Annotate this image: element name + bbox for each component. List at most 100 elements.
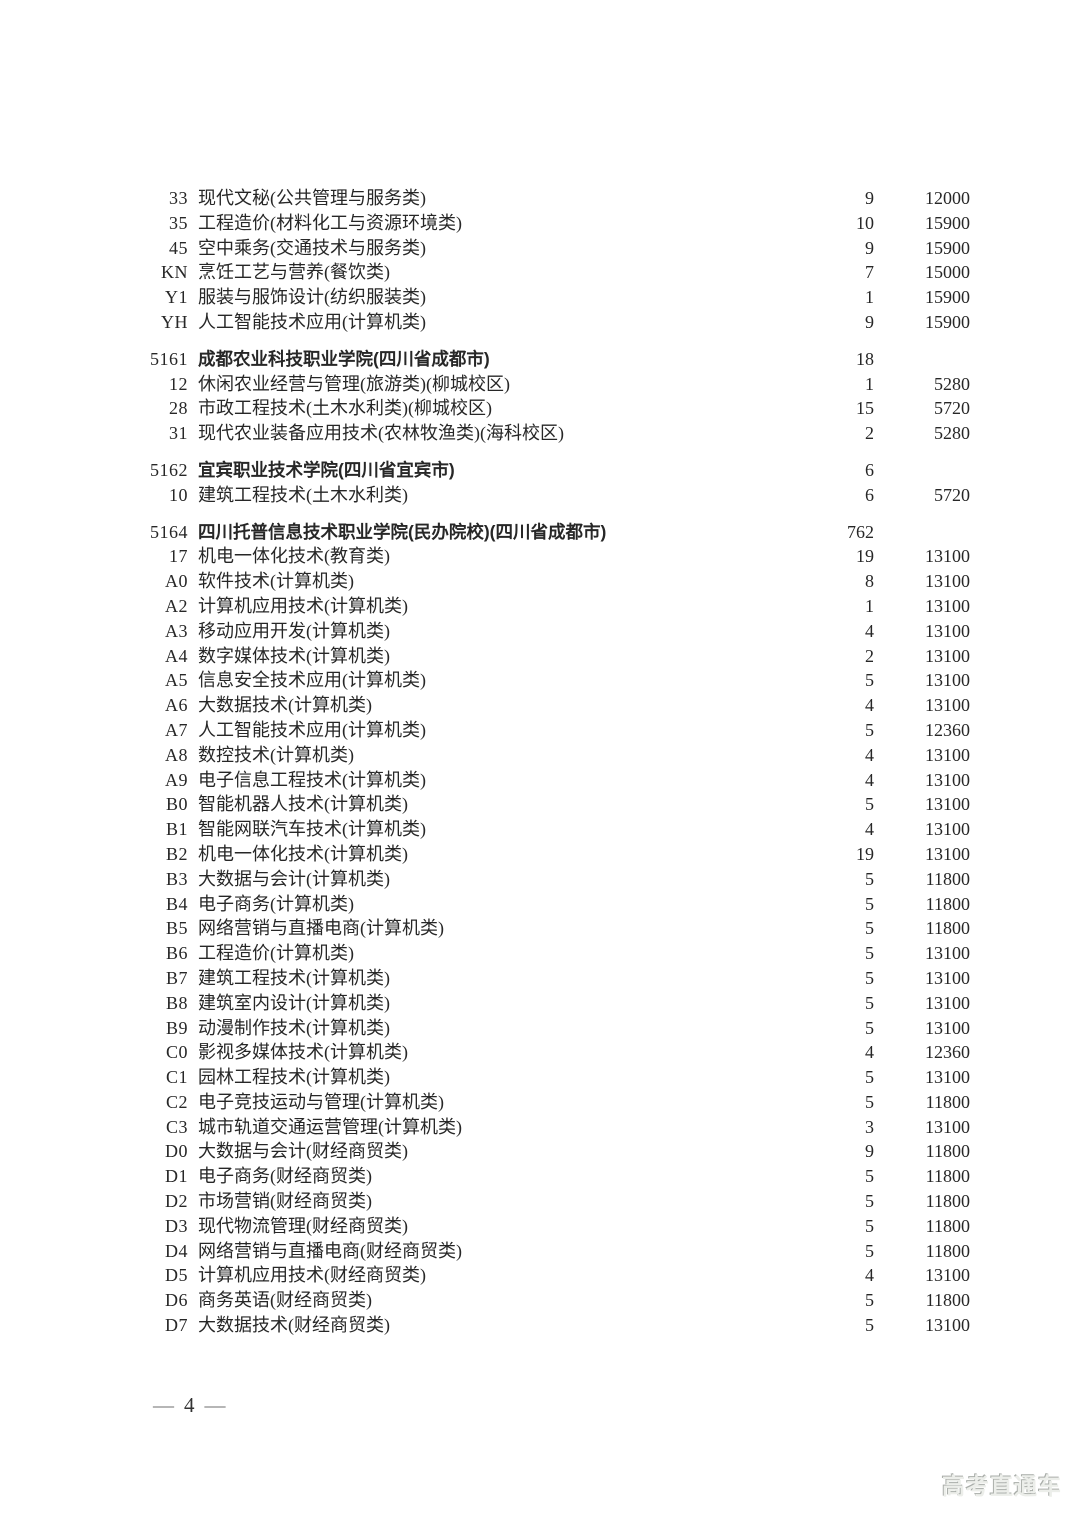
major-plan-count: 6 xyxy=(865,484,874,505)
major-code: 17 xyxy=(169,546,188,567)
major-fee: 5280 xyxy=(934,373,970,394)
major-row: D4 网络营销与直播电商(财经商贸类) 5 11800 xyxy=(142,1239,970,1264)
major-row: B8 建筑室内设计(计算机类) 5 13100 xyxy=(142,991,970,1016)
major-plan-count: 5 xyxy=(865,1240,874,1261)
school-header-row: 5164 四川托普信息技术职业学院(民办院校)(四川省成都市) 762 xyxy=(142,520,970,545)
major-fee: 5720 xyxy=(934,484,970,505)
major-row: A8 数控技术(计算机类) 4 13100 xyxy=(142,743,970,768)
major-plan-count: 5 xyxy=(865,1191,874,1212)
major-plan-count: 1 xyxy=(865,373,874,394)
major-code: KN xyxy=(161,262,188,283)
major-code: B7 xyxy=(165,967,188,988)
major-code: B0 xyxy=(165,794,188,815)
major-row: B6 工程造价(计算机类) 5 13100 xyxy=(142,941,970,966)
major-name: 大数据技术(财经商贸类) xyxy=(198,1315,390,1336)
major-plan-count: 2 xyxy=(865,423,874,444)
major-code: D6 xyxy=(165,1290,188,1311)
major-row: B2 机电一体化技术(计算机类) 19 13100 xyxy=(142,842,970,867)
major-name: 烹饪工艺与营养(餐饮类) xyxy=(198,262,390,283)
major-code: B4 xyxy=(165,893,188,914)
school-section: 5161 成都农业科技职业学院(四川省成都市) 18 12 休闲农业经营与管理(… xyxy=(142,347,970,446)
major-name: 移动应用开发(计算机类) xyxy=(198,620,390,641)
major-fee: 11800 xyxy=(925,1166,970,1187)
major-fee: 5280 xyxy=(934,423,970,444)
major-code: B8 xyxy=(165,992,188,1013)
major-name: 建筑工程技术(土木水利类) xyxy=(198,484,408,505)
school-name: 成都农业科技职业学院(四川省成都市) xyxy=(198,348,490,369)
major-fee: 13100 xyxy=(925,943,970,964)
major-code: 35 xyxy=(169,212,188,233)
major-name: 商务英语(财经商贸类) xyxy=(198,1290,372,1311)
major-row: D6 商务英语(财经商贸类) 5 11800 xyxy=(142,1288,970,1313)
major-code: C0 xyxy=(165,1042,188,1063)
major-code: A6 xyxy=(165,695,188,716)
major-code: C1 xyxy=(165,1067,188,1088)
major-plan-count: 5 xyxy=(865,943,874,964)
major-plan-count: 19 xyxy=(856,546,874,567)
major-plan-count: 9 xyxy=(865,311,874,332)
major-row: A2 计算机应用技术(计算机类) 1 13100 xyxy=(142,594,970,619)
major-name: 建筑室内设计(计算机类) xyxy=(198,992,390,1013)
major-fee: 11800 xyxy=(925,1240,970,1261)
major-name: 动漫制作技术(计算机类) xyxy=(198,1017,390,1038)
major-fee: 13100 xyxy=(925,819,970,840)
major-name: 电子信息工程技术(计算机类) xyxy=(198,769,426,790)
major-name: 空中乘务(交通技术与服务类) xyxy=(198,237,426,258)
major-name: 人工智能技术应用(计算机类) xyxy=(198,311,426,332)
major-row: 31 现代农业装备应用技术(农林牧渔类)(海科校区) 2 5280 xyxy=(142,421,970,446)
major-row: D5 计算机应用技术(财经商贸类) 4 13100 xyxy=(142,1263,970,1288)
major-row: C0 影视多媒体技术(计算机类) 4 12360 xyxy=(142,1040,970,1065)
major-row: D2 市场营销(财经商贸类) 5 11800 xyxy=(142,1189,970,1214)
major-name: 服装与服饰设计(纺织服装类) xyxy=(198,287,426,308)
major-row: 12 休闲农业经营与管理(旅游类)(柳城校区) 1 5280 xyxy=(142,372,970,397)
school-name: 宜宾职业技术学院(四川省宜宾市) xyxy=(198,459,455,480)
major-fee: 13100 xyxy=(925,1116,970,1137)
major-plan-count: 4 xyxy=(865,620,874,641)
major-row: B5 网络营销与直播电商(计算机类) 5 11800 xyxy=(142,916,970,941)
major-plan-count: 4 xyxy=(865,695,874,716)
major-plan-count: 5 xyxy=(865,1067,874,1088)
school-code: 5164 xyxy=(150,521,188,542)
major-row: B4 电子商务(计算机类) 5 11800 xyxy=(142,892,970,917)
major-code: B3 xyxy=(165,868,188,889)
major-name: 工程造价(计算机类) xyxy=(198,943,354,964)
major-name: 智能网联汽车技术(计算机类) xyxy=(198,819,426,840)
major-name: 现代农业装备应用技术(农林牧渔类)(海科校区) xyxy=(198,423,564,444)
major-plan-count: 4 xyxy=(865,769,874,790)
major-code: C3 xyxy=(165,1116,188,1137)
major-code: A0 xyxy=(165,571,188,592)
major-name: 人工智能技术应用(计算机类) xyxy=(198,719,426,740)
major-fee: 13100 xyxy=(925,1017,970,1038)
school-header-row: 5162 宜宾职业技术学院(四川省宜宾市) 6 xyxy=(142,458,970,483)
major-name: 大数据与会计(计算机类) xyxy=(198,868,390,889)
major-name: 智能机器人技术(计算机类) xyxy=(198,794,408,815)
major-plan-count: 4 xyxy=(865,744,874,765)
major-fee: 12000 xyxy=(925,188,970,208)
major-code: D3 xyxy=(165,1215,188,1236)
major-plan-count: 1 xyxy=(865,287,874,308)
major-fee: 13100 xyxy=(925,670,970,691)
major-name: 园林工程技术(计算机类) xyxy=(198,1067,390,1088)
major-name: 现代文秘(公共管理与服务类) xyxy=(198,188,426,208)
major-fee: 13100 xyxy=(925,546,970,567)
major-fee: 13100 xyxy=(925,769,970,790)
footer-dash-left: — xyxy=(153,1393,176,1417)
major-name: 大数据与会计(财经商贸类) xyxy=(198,1141,408,1162)
major-row: D3 现代物流管理(财经商贸类) 5 11800 xyxy=(142,1214,970,1239)
major-fee: 11800 xyxy=(925,1091,970,1112)
major-row: 10 建筑工程技术(土木水利类) 6 5720 xyxy=(142,483,970,508)
major-row: 28 市政工程技术(土木水利类)(柳城校区) 15 5720 xyxy=(142,396,970,421)
major-fee: 13100 xyxy=(925,992,970,1013)
major-row: C2 电子竞技运动与管理(计算机类) 5 11800 xyxy=(142,1090,970,1115)
major-name: 大数据技术(计算机类) xyxy=(198,695,372,716)
major-row: 35 工程造价(材料化工与资源环境类) 10 15900 xyxy=(142,211,970,236)
major-plan-count: 5 xyxy=(865,1315,874,1336)
major-code: A7 xyxy=(165,719,188,740)
major-name: 市政工程技术(土木水利类)(柳城校区) xyxy=(198,398,492,419)
major-name: 网络营销与直播电商(计算机类) xyxy=(198,918,444,939)
major-plan-count: 5 xyxy=(865,868,874,889)
major-code: 10 xyxy=(169,484,188,505)
major-plan-count: 5 xyxy=(865,1290,874,1311)
major-plan-count: 10 xyxy=(856,212,874,233)
